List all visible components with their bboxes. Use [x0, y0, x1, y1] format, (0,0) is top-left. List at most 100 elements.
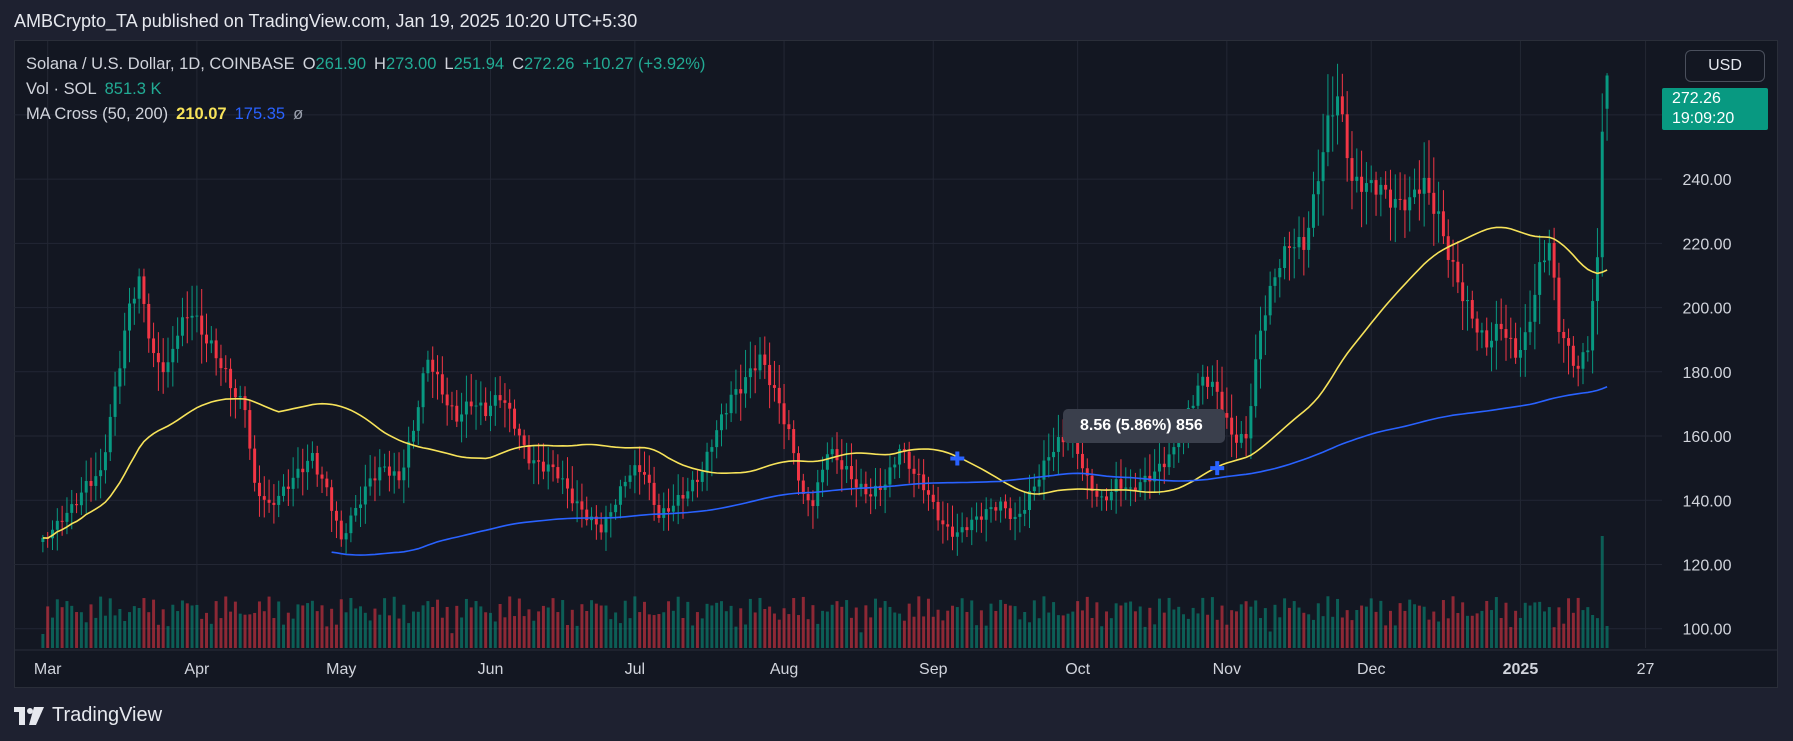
candle-body — [758, 354, 762, 371]
volume-bar — [739, 608, 743, 648]
candle-body — [392, 471, 396, 476]
volume-bar — [1321, 616, 1325, 648]
currency-button[interactable]: USD — [1685, 50, 1765, 82]
volume-bar — [821, 610, 825, 648]
candle-body — [522, 435, 526, 445]
volume-bar — [431, 607, 435, 648]
volume-bar — [695, 612, 699, 648]
volume-bar — [402, 604, 406, 648]
legend-volume-row[interactable]: Vol · SOL 851.3 K — [26, 77, 705, 102]
footer-brand[interactable]: TradingView — [14, 704, 162, 727]
volume-bar — [1364, 606, 1368, 648]
volume-bar — [753, 612, 757, 648]
symbol-label[interactable]: Solana / U.S. Dollar, 1D, COINBASE — [26, 55, 295, 73]
volume-bar — [1552, 627, 1556, 648]
volume-bar — [1336, 598, 1340, 648]
candle-body — [585, 509, 589, 521]
candle-body — [715, 430, 719, 448]
x-tick-label: Jun — [478, 661, 504, 678]
volume-bar — [248, 614, 252, 648]
volume-bar — [970, 600, 974, 648]
candle-body — [1234, 434, 1238, 443]
legend-ma-row[interactable]: MA Cross (50, 200) 210.07 175.35 ø — [26, 102, 705, 127]
volume-bar — [1249, 606, 1253, 648]
candle-body — [1196, 385, 1200, 406]
volume-bar — [1369, 598, 1373, 648]
volume-bar — [657, 614, 661, 648]
volume-bar — [1061, 615, 1065, 648]
volume-bar — [840, 606, 844, 648]
candle-body — [1129, 487, 1133, 489]
candle-body — [1480, 330, 1484, 333]
volume-bar — [1008, 605, 1012, 648]
volume-bar — [1345, 610, 1349, 648]
candle-body — [421, 373, 425, 408]
x-tick-label: Oct — [1065, 661, 1090, 678]
volume-bar — [1225, 624, 1229, 648]
candle-body — [373, 478, 377, 481]
volume-bar — [1037, 618, 1041, 648]
chart-frame — [14, 40, 1778, 688]
candle-body — [724, 413, 728, 415]
candle-body — [1153, 471, 1157, 482]
candle-body — [383, 466, 387, 468]
volume-bar — [267, 596, 271, 648]
volume-bar — [816, 623, 820, 648]
volume-bar — [1417, 605, 1421, 648]
volume-bar — [229, 611, 233, 648]
candle-body — [209, 340, 213, 344]
candle-body — [1278, 267, 1282, 278]
candle-body — [99, 470, 103, 477]
candle-body — [282, 486, 286, 496]
volume-bar — [450, 633, 454, 648]
candle-body — [161, 362, 165, 373]
candle-body — [975, 516, 979, 520]
candle-body — [1316, 181, 1320, 195]
candle-body — [1427, 177, 1431, 193]
open-value: 261.90 — [315, 55, 367, 73]
volume-bar — [1518, 617, 1522, 648]
volume-bar — [1201, 597, 1205, 648]
volume-bar — [565, 624, 569, 648]
last-price-value: 272.26 — [1672, 90, 1721, 107]
x-tick-label: Dec — [1357, 661, 1385, 678]
candle-body — [79, 492, 83, 506]
candle-body — [753, 368, 757, 371]
volume-bar — [378, 614, 382, 648]
candle-body — [1369, 180, 1373, 184]
volume-bar — [898, 613, 902, 648]
volume-bar — [768, 606, 772, 648]
candle-body — [681, 494, 685, 499]
candle-body — [1446, 236, 1450, 260]
volume-bar — [1398, 603, 1402, 648]
candle-body — [898, 449, 902, 465]
volume-bar — [1028, 622, 1032, 648]
candle-body — [1595, 257, 1599, 302]
volume-bar — [238, 613, 242, 648]
candle-body — [1167, 454, 1171, 468]
candle-body — [1114, 479, 1118, 492]
candle-body — [806, 494, 810, 501]
volume-bar — [1003, 603, 1007, 648]
volume-bar — [1494, 597, 1498, 648]
candle-body — [1162, 463, 1166, 468]
candle-body — [768, 364, 772, 386]
candle-body — [782, 403, 786, 425]
candle-body — [1268, 285, 1272, 316]
candle-body — [51, 529, 54, 539]
volume-bar — [118, 608, 122, 648]
volume-bar — [1576, 597, 1580, 648]
high-value: 273.00 — [385, 55, 437, 73]
volume-bar — [676, 596, 680, 648]
candle-body — [503, 400, 507, 403]
candle-body — [1417, 189, 1421, 194]
volume-bar — [325, 626, 329, 648]
candle-body — [238, 396, 242, 398]
volume-bar — [845, 600, 849, 648]
volume-bar — [522, 616, 526, 648]
volume-bar — [1504, 602, 1508, 648]
volume-bar — [686, 601, 690, 648]
candle-body — [1085, 468, 1089, 476]
volume-bar — [1071, 611, 1075, 648]
